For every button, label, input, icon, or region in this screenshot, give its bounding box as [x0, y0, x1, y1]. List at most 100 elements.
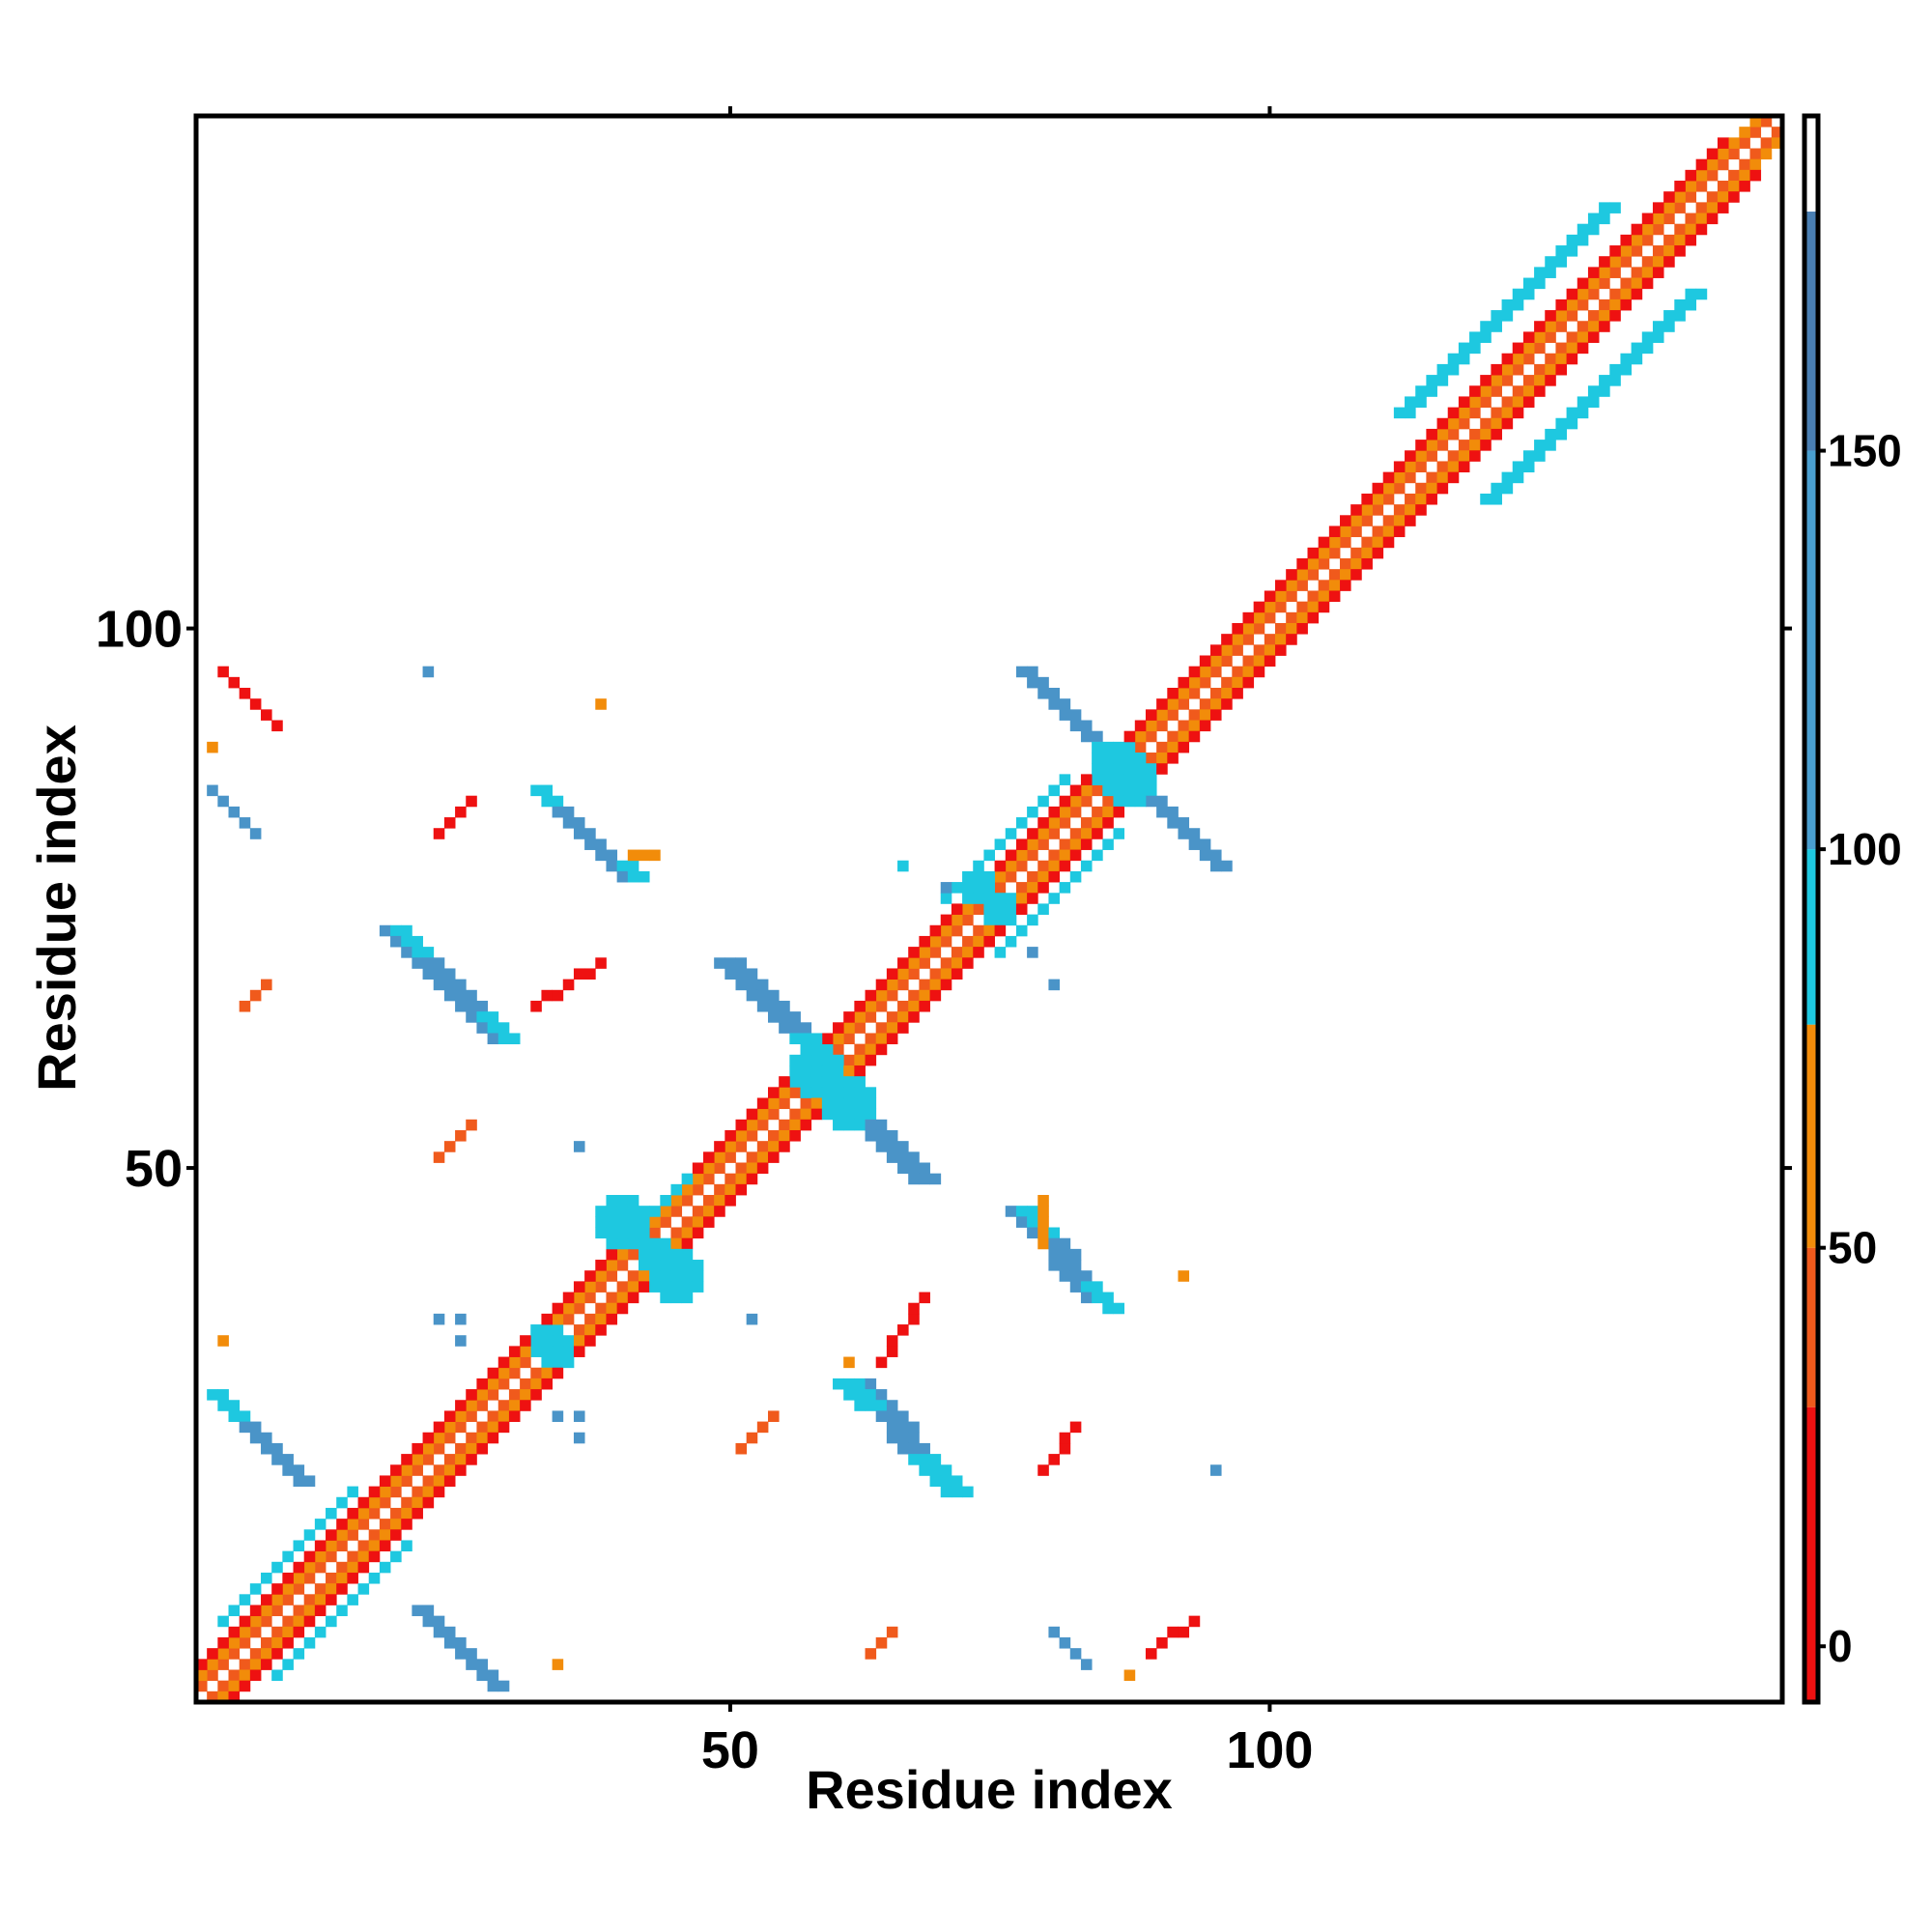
heatmap-cell — [1188, 730, 1201, 743]
heatmap-cell — [768, 989, 780, 1002]
heatmap-cell — [1059, 838, 1071, 850]
heatmap-cell — [854, 1054, 866, 1066]
heatmap-cell — [627, 1237, 639, 1250]
heatmap-cell — [1102, 763, 1114, 775]
heatmap-cell — [681, 1216, 694, 1228]
heatmap-cell — [326, 1529, 337, 1541]
heatmap-cell — [940, 924, 952, 937]
heatmap-cell — [1717, 202, 1729, 213]
heatmap-cell — [1080, 784, 1093, 797]
heatmap-cell — [584, 1335, 596, 1347]
heatmap-cell — [875, 1410, 888, 1422]
heatmap-cell — [1221, 860, 1233, 872]
heatmap-cell — [1027, 914, 1038, 926]
heatmap-cell — [800, 1097, 812, 1110]
heatmap-cell — [1685, 213, 1697, 225]
heatmap-cell — [282, 1550, 294, 1563]
heatmap-cell — [1015, 817, 1028, 829]
heatmap-cell — [746, 1162, 758, 1175]
heatmap-cell — [1469, 440, 1481, 451]
heatmap-cell — [854, 1378, 866, 1390]
heatmap-cell — [293, 1464, 305, 1476]
heatmap-cell — [1405, 461, 1416, 473]
heatmap-cell — [228, 1648, 241, 1660]
heatmap-cell — [455, 979, 467, 991]
heatmap-cell — [1199, 698, 1211, 710]
heatmap-cell — [1480, 375, 1492, 386]
heatmap-cell — [702, 1216, 715, 1228]
heatmap-cell — [1599, 213, 1610, 225]
heatmap-cell — [735, 1173, 748, 1185]
heatmap-cell — [1318, 601, 1330, 613]
heatmap-cell — [562, 1302, 575, 1315]
heatmap-cell — [1566, 310, 1578, 322]
heatmap-cell — [1534, 385, 1546, 397]
heatmap-cell — [886, 1400, 898, 1411]
heatmap-cell — [422, 1475, 435, 1487]
heatmap-cell — [929, 947, 942, 958]
heatmap-cell — [1037, 882, 1049, 894]
heatmap-cell — [1027, 828, 1038, 839]
heatmap-cell — [929, 979, 942, 991]
heatmap-cell — [1328, 580, 1341, 591]
heatmap-cell — [875, 1400, 888, 1411]
heatmap-cell — [1232, 688, 1243, 699]
heatmap-cell — [1048, 1260, 1061, 1271]
heatmap-cell — [714, 1141, 725, 1152]
heatmap-cell — [692, 1227, 704, 1239]
heatmap-cell — [1469, 450, 1481, 462]
heatmap-cell — [239, 688, 251, 699]
heatmap-cell — [530, 1324, 542, 1336]
heatmap-cell — [1080, 774, 1093, 785]
heatmap-cell — [271, 1636, 283, 1649]
heatmap-cell — [1199, 666, 1211, 678]
heatmap-cell — [1599, 310, 1610, 322]
heatmap-cell — [768, 1087, 780, 1098]
heatmap-cell — [314, 1583, 327, 1595]
heatmap-cell — [573, 1410, 585, 1422]
heatmap-cell — [412, 1507, 423, 1520]
heatmap-cell — [908, 1302, 920, 1315]
heatmap-cell — [261, 709, 272, 721]
heatmap-cell — [466, 1400, 477, 1411]
heatmap-cell — [326, 1615, 337, 1628]
heatmap-cell — [919, 989, 930, 1002]
heatmap-cell — [573, 1292, 585, 1304]
heatmap-cell — [552, 1302, 564, 1315]
heatmap-cell — [1167, 698, 1179, 710]
heatmap-cell — [1350, 547, 1362, 559]
heatmap-cell — [865, 1129, 877, 1142]
colorbar-band — [1804, 1247, 1818, 1407]
heatmap-cell — [616, 1292, 629, 1304]
heatmap-cell — [1674, 223, 1686, 236]
heatmap-cell — [1685, 298, 1697, 311]
heatmap-cell — [1491, 417, 1502, 430]
heatmap-cell — [595, 1216, 607, 1228]
heatmap-cell — [1631, 353, 1643, 365]
heatmap-cell — [303, 1605, 316, 1617]
heatmap-cell — [1447, 417, 1460, 430]
heatmap-cell — [487, 1367, 499, 1379]
heatmap-cell — [1015, 893, 1028, 904]
heatmap-cell — [443, 1421, 456, 1434]
heatmap-cell — [1027, 1227, 1038, 1239]
heatmap-cell — [466, 1410, 477, 1422]
heatmap-cell — [735, 957, 748, 969]
heatmap-cell — [897, 1000, 909, 1012]
heatmap-cell — [940, 968, 952, 980]
heatmap-cell — [886, 979, 898, 991]
heatmap-cell — [347, 1572, 358, 1584]
heatmap-cell — [854, 1119, 866, 1131]
heatmap-cell — [1480, 417, 1492, 430]
heatmap-cell — [875, 1119, 888, 1131]
heatmap-cell — [595, 1260, 607, 1271]
heatmap-cell — [1232, 666, 1243, 678]
heatmap-cell — [1405, 450, 1416, 462]
heatmap-cell — [1717, 158, 1729, 171]
heatmap-cell — [1501, 375, 1514, 386]
heatmap-cell — [886, 1335, 898, 1347]
colorbar-labels: 0 50 100 150 — [1828, 426, 1902, 1672]
heatmap-cell — [973, 870, 984, 883]
heatmap-cell — [293, 1605, 305, 1617]
heatmap-cell — [433, 1486, 445, 1498]
